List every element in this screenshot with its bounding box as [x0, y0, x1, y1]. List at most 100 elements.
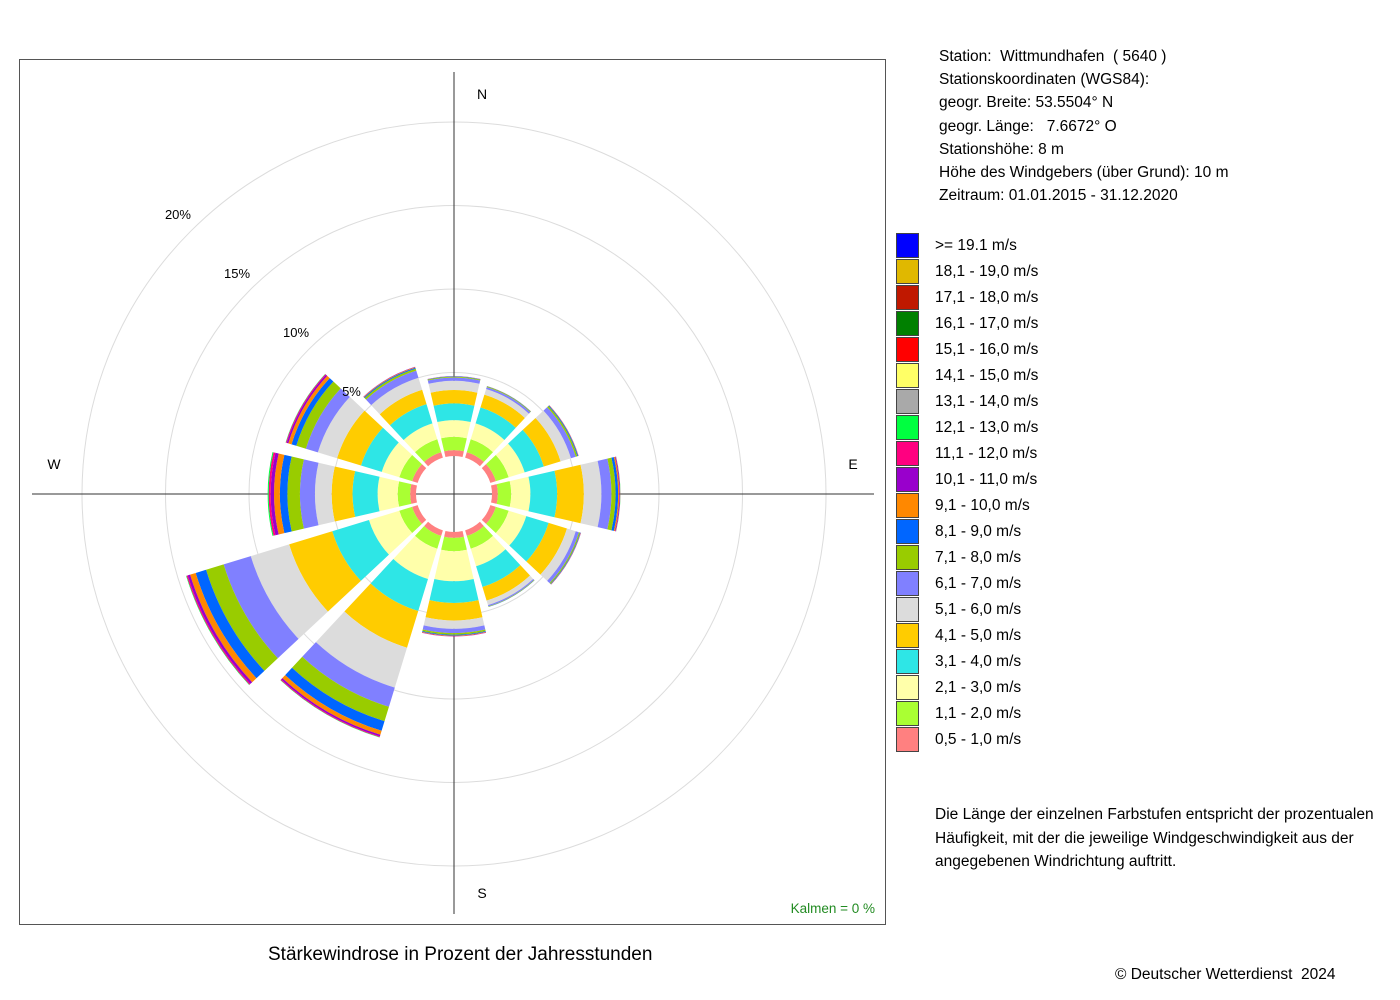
- legend-swatch: [896, 597, 919, 622]
- wind-sector-segment: [291, 378, 334, 446]
- wind-sector-segment: [381, 442, 413, 478]
- wind-sector-segment: [441, 436, 467, 452]
- wind-sector-segment: [615, 456, 621, 532]
- wind-sector-segment: [476, 549, 521, 588]
- legend-swatch: [896, 233, 919, 258]
- compass-label-s: S: [477, 885, 486, 901]
- latitude: geogr. Breite: 53.5504° N: [939, 94, 1114, 112]
- station-height: Stationshöhe: 8 m: [939, 140, 1064, 158]
- wind-sector-segment: [279, 454, 292, 534]
- station-name: Station: Wittmundhafen ( 5640 ): [939, 48, 1167, 65]
- wind-sector-segment: [465, 521, 484, 536]
- wind-sector-segment: [414, 439, 442, 462]
- ring-label: 15%: [224, 266, 250, 281]
- wind-sector-segment: [427, 376, 481, 380]
- legend-swatch: [896, 259, 919, 284]
- wind-sector-segment: [425, 600, 483, 621]
- wind-sector-segment: [288, 375, 330, 445]
- wind-sector-segment: [423, 617, 485, 629]
- wind-sector-segment: [412, 505, 427, 524]
- wind-sector-segment: [287, 456, 304, 532]
- wind-sector-segment: [528, 470, 558, 518]
- wind-sector-segment: [389, 404, 433, 440]
- explanation-note: Die Länge der einzelnen Farbstufen entsp…: [935, 806, 1374, 870]
- legend-label: 5,1 - 6,0 m/s: [935, 601, 1022, 618]
- legend-label: 15,1 - 16,0 m/s: [935, 341, 1039, 358]
- wind-sector-segment: [486, 454, 509, 482]
- legend-swatch: [896, 285, 919, 310]
- wind-sector-segment: [487, 578, 535, 607]
- legend-label: 0,5 - 1,0 m/s: [935, 731, 1022, 748]
- legend-label: 9,1 - 10,0 m/s: [935, 497, 1030, 514]
- ring-label: 5%: [342, 384, 361, 399]
- wind-sector-segment: [285, 667, 385, 731]
- wind-sector-segment: [410, 484, 417, 504]
- legend-label: 4,1 - 5,0 m/s: [935, 627, 1022, 644]
- wind-sector-segment: [465, 452, 484, 467]
- wind-sector-segment: [424, 521, 443, 536]
- coords-title: Stationskoordinaten (WGS84):: [939, 71, 1150, 89]
- wind-sector-segment: [526, 522, 567, 575]
- wind-sector-segment: [424, 452, 443, 467]
- wind-sector-segment: [486, 506, 509, 534]
- wind-sector-segment: [433, 403, 475, 422]
- wind-sector-segment: [434, 549, 474, 582]
- wind-sector-segment: [190, 572, 257, 683]
- wind-sector-segment: [403, 423, 438, 453]
- legend-swatch: [896, 519, 919, 544]
- wind-sector-segment: [268, 452, 276, 536]
- legend-swatch: [896, 467, 919, 492]
- compass-label-w: W: [47, 456, 61, 472]
- legend-swatch: [896, 389, 919, 414]
- legend-label: 1,1 - 2,0 m/s: [935, 705, 1022, 722]
- legend-swatch: [896, 571, 919, 596]
- wind-sector-segment: [270, 452, 279, 536]
- wind-sector-segment: [543, 407, 576, 459]
- wind-sector-segment: [547, 406, 578, 457]
- wind-sector-segment: [611, 457, 619, 531]
- wind-sector-segment: [481, 464, 496, 483]
- compass-label-e: E: [848, 456, 857, 472]
- wind-sector-segment: [427, 376, 481, 380]
- wind-sector-segment: [344, 583, 419, 648]
- wind-sector-segment: [206, 564, 278, 671]
- wind-sector-segment: [495, 443, 525, 478]
- legend-label: 14,1 - 15,0 m/s: [935, 367, 1039, 384]
- wind-sector-segment: [429, 579, 479, 603]
- wind-sector-segment: [491, 484, 498, 504]
- wind-sector-segment: [291, 656, 389, 722]
- wind-sector-segment: [508, 429, 544, 473]
- legend-label: 10,1 - 11,0 m/s: [935, 471, 1038, 488]
- wind-sector-segment: [299, 459, 319, 529]
- legend-swatch: [896, 623, 919, 648]
- wind-sector-segment: [371, 377, 423, 415]
- wind-sector-segment: [421, 632, 487, 637]
- legend-label: 18,1 - 19,0 m/s: [935, 263, 1039, 280]
- wind-sector-segment: [289, 531, 361, 612]
- wind-sector-segment: [540, 528, 576, 581]
- legend-label: 7,1 - 8,0 m/s: [935, 549, 1022, 566]
- wind-sector-segment: [305, 388, 350, 453]
- legend-label: 13,1 - 14,0 m/s: [935, 393, 1039, 410]
- wind-sector-segment: [437, 420, 471, 439]
- wind-sector-segment: [480, 394, 525, 428]
- legend-label: 2,1 - 3,0 m/s: [935, 679, 1022, 696]
- wind-sector-segment: [274, 453, 285, 535]
- wind-sector-segment: [522, 417, 561, 467]
- wind-sector-segment: [481, 505, 496, 524]
- period: Zeitraum: 01.01.2015 - 31.12.2020: [939, 187, 1178, 205]
- wind-rose-chart: 5% 10% 15% 20% N E S W Kalmen = 0 %: [19, 59, 886, 925]
- legend-swatch: [896, 675, 919, 700]
- wind-sector-segment: [315, 611, 408, 688]
- wind-sector-segment: [414, 526, 442, 549]
- legend-label: >= 19.1 m/s: [935, 237, 1017, 254]
- wind-sector-segment: [615, 456, 621, 532]
- legend-label: 12,1 - 13,0 m/s: [935, 419, 1039, 436]
- wind-sector-segment: [331, 466, 356, 522]
- wind-sector-segment: [554, 464, 584, 524]
- wind-sector-segment: [486, 387, 531, 414]
- wind-sector-segment: [267, 452, 274, 536]
- legend-swatch: [896, 493, 919, 518]
- wind-sector-segment: [282, 675, 382, 735]
- wind-sector-segment: [427, 376, 481, 381]
